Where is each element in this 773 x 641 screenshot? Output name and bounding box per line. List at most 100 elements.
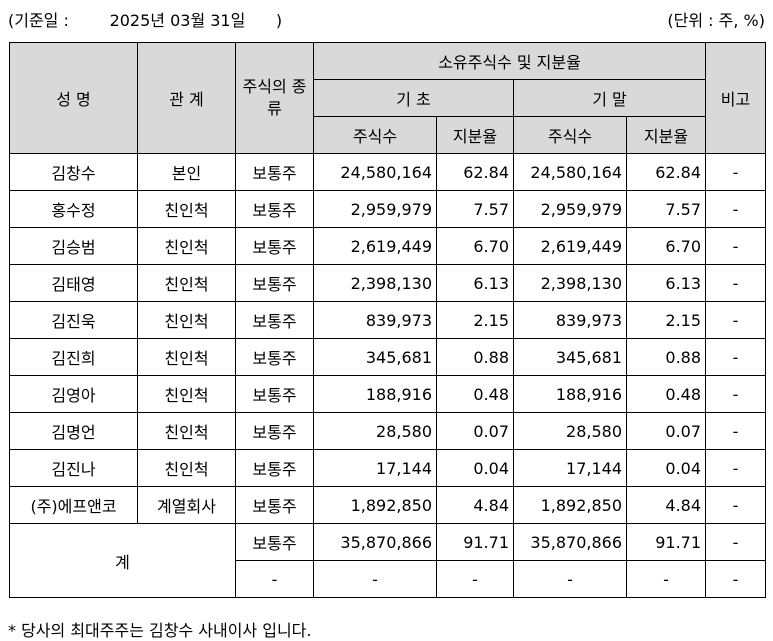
- cell-end-shares: 2,619,449: [513, 227, 627, 265]
- table-row: 김영아 친인척 보통주 188,916 0.48 188,916 0.48 -: [9, 375, 767, 413]
- header-start-shares: 주식수: [313, 116, 437, 154]
- report-header: (기준일 : 2025년 03월 31일 ) (단위 : 주, %): [0, 0, 773, 38]
- cell-start-ratio: 2.15: [436, 301, 514, 339]
- cell-end-ratio: 6.13: [625, 264, 707, 302]
- cell-start-shares: 345,681: [313, 338, 437, 376]
- cell-start-shares: 2,619,449: [313, 227, 437, 265]
- cell-end-shares: 345,681: [513, 338, 627, 376]
- cell-end-ratio: 6.70: [625, 227, 707, 265]
- cell-end-shares: 24,580,164: [513, 153, 627, 191]
- table-body: 김창수 본인 보통주 24,580,164 62.84 24,580,164 6…: [9, 153, 767, 598]
- cell-relation: 친인척: [137, 338, 236, 376]
- cell-stock-type: 보통주: [235, 338, 314, 376]
- cell-stock-type: 보통주: [235, 190, 314, 228]
- base-date: (기준일 : 2025년 03월 31일 ): [8, 11, 283, 30]
- total2-stock-type: -: [235, 560, 314, 598]
- cell-end-ratio: 0.88: [625, 338, 707, 376]
- cell-name: 김승범: [9, 227, 138, 265]
- cell-relation: 계열회사: [137, 486, 236, 524]
- cell-name: (주)에프앤코: [9, 486, 138, 524]
- cell-relation: 친인척: [137, 449, 236, 487]
- header-period-start: 기 초: [313, 79, 514, 117]
- cell-end-ratio: 2.15: [625, 301, 707, 339]
- header-remarks: 비고: [705, 42, 767, 154]
- cell-relation: 친인척: [137, 190, 236, 228]
- cell-end-ratio: 4.84: [625, 486, 707, 524]
- cell-end-ratio: 7.57: [625, 190, 707, 228]
- total2-end-shares: -: [513, 560, 627, 598]
- cell-start-shares: 28,580: [313, 412, 437, 450]
- table-row: 김진욱 친인척 보통주 839,973 2.15 839,973 2.15 -: [9, 301, 767, 339]
- header-ownership-group: 소유주식수 및 지분율: [312, 42, 707, 80]
- cell-stock-type: 보통주: [235, 153, 314, 191]
- cell-stock-type: 보통주: [235, 264, 314, 302]
- cell-end-shares: 1,892,850: [513, 486, 627, 524]
- cell-start-ratio: 62.84: [436, 153, 514, 191]
- cell-end-shares: 839,973: [513, 301, 627, 339]
- table-row: 김승범 친인척 보통주 2,619,449 6.70 2,619,449 6.7…: [9, 227, 767, 265]
- cell-end-ratio: 62.84: [625, 153, 707, 191]
- total2-start-ratio: -: [436, 560, 514, 598]
- header-start-ratio: 지분율: [436, 116, 514, 154]
- cell-relation: 친인척: [137, 412, 236, 450]
- total-start-ratio: 91.71: [436, 523, 514, 561]
- cell-start-shares: 839,973: [313, 301, 437, 339]
- cell-name: 홍수정: [9, 190, 138, 228]
- header-stock-type: 주식의 종류: [235, 42, 314, 154]
- total-stock-type: 보통주: [235, 523, 314, 561]
- cell-stock-type: 보통주: [235, 375, 314, 413]
- table-row: 김창수 본인 보통주 24,580,164 62.84 24,580,164 6…: [9, 153, 767, 191]
- table-row: 김진희 친인척 보통주 345,681 0.88 345,681 0.88 -: [9, 338, 767, 376]
- cell-name: 김명언: [9, 412, 138, 450]
- total2-end-ratio: -: [625, 560, 707, 598]
- cell-name: 김진욱: [9, 301, 138, 339]
- cell-stock-type: 보통주: [235, 486, 314, 524]
- cell-start-shares: 24,580,164: [313, 153, 437, 191]
- cell-remarks: -: [705, 190, 767, 228]
- cell-start-ratio: 7.57: [436, 190, 514, 228]
- cell-name: 김진희: [9, 338, 138, 376]
- total2-remarks: -: [705, 560, 767, 598]
- cell-stock-type: 보통주: [235, 227, 314, 265]
- cell-remarks: -: [705, 227, 767, 265]
- cell-stock-type: 보통주: [235, 301, 314, 339]
- total-end-ratio: 91.71: [625, 523, 707, 561]
- cell-relation: 친인척: [137, 264, 236, 302]
- cell-start-ratio: 6.13: [436, 264, 514, 302]
- cell-start-shares: 17,144: [313, 449, 437, 487]
- cell-name: 김영아: [9, 375, 138, 413]
- cell-start-ratio: 0.48: [436, 375, 514, 413]
- cell-end-shares: 188,916: [513, 375, 627, 413]
- header-name: 성 명: [9, 42, 138, 154]
- total-label: 계: [9, 523, 236, 598]
- header-end-ratio: 지분율: [625, 116, 707, 154]
- total-end-shares: 35,870,866: [513, 523, 627, 561]
- total-start-shares: 35,870,866: [313, 523, 437, 561]
- header-period-end: 기 말: [512, 79, 707, 117]
- total-row: 계 보통주 35,870,866 91.71 35,870,866 91.71 …: [9, 523, 767, 598]
- cell-end-ratio: 0.48: [625, 375, 707, 413]
- total-row-2: - - - - - -: [10, 560, 767, 598]
- table-row: (주)에프앤코 계열회사 보통주 1,892,850 4.84 1,892,85…: [9, 486, 767, 524]
- shareholder-table: 성 명 관 계 주식의 종류 소유주식수 및 지분율 비고 기 초 기 말 주식…: [9, 42, 767, 598]
- header-end-shares: 주식수: [513, 116, 627, 154]
- cell-end-ratio: 0.04: [625, 449, 707, 487]
- cell-start-ratio: 4.84: [436, 486, 514, 524]
- cell-end-ratio: 0.07: [625, 412, 707, 450]
- cell-end-shares: 17,144: [513, 449, 627, 487]
- cell-remarks: -: [705, 153, 767, 191]
- cell-relation: 친인척: [137, 375, 236, 413]
- cell-stock-type: 보통주: [235, 412, 314, 450]
- cell-remarks: -: [705, 264, 767, 302]
- table-row: 김태영 친인척 보통주 2,398,130 6.13 2,398,130 6.1…: [9, 264, 767, 302]
- table-row: 홍수정 친인척 보통주 2,959,979 7.57 2,959,979 7.5…: [9, 190, 767, 228]
- cell-end-shares: 28,580: [513, 412, 627, 450]
- cell-start-ratio: 0.07: [436, 412, 514, 450]
- cell-start-ratio: 0.88: [436, 338, 514, 376]
- cell-name: 김진나: [9, 449, 138, 487]
- cell-remarks: -: [705, 449, 767, 487]
- cell-end-shares: 2,398,130: [513, 264, 627, 302]
- unit-label: (단위 : 주, %): [667, 11, 765, 30]
- total-remarks: -: [705, 523, 767, 561]
- cell-relation: 친인척: [137, 227, 236, 265]
